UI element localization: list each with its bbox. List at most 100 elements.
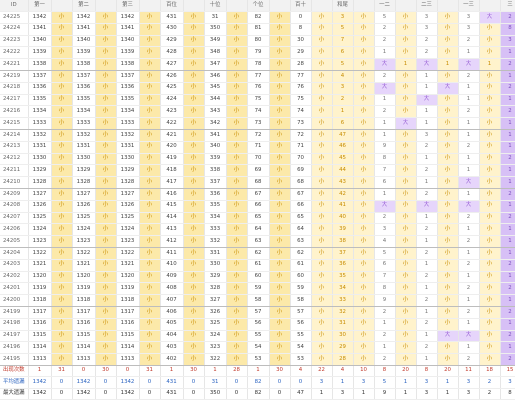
header-cell[interactable] [95,0,117,12]
table-cell: 小 [395,164,417,178]
table-row[interactable]: 24212 1330 小 1330 小 1330 小 419 小 339 小 70 小 70 小 45 小 8 小 1… [0,153,515,166]
header-cell[interactable] [139,0,161,12]
table-cell: 小 [226,82,248,95]
table-row[interactable]: 24204 1322 小 1322 小 1322 小 411 小 331 小 62 小 62 小 37 小 5 小 2… [0,247,515,260]
header-cell[interactable]: 第一 [28,0,52,12]
header-cell[interactable]: 一三 [458,0,480,12]
table-row[interactable]: 24225 1342 小 1342 小 1342 小 431 小 31 小 82 小 0 小 3 小 5 小 3 小 3 大… [0,11,515,24]
table-row[interactable]: 24202 1320 小 1320 小 1320 小 409 小 329 小 60 小 60 小 35 小 7 小 2… [0,271,515,284]
table-row[interactable]: 24197 1315 小 1315 小 1315 小 404 小 324 小 55 小 55 小 30 小 2 小 1… [0,330,515,343]
table-cell: 大 [479,11,501,24]
header-cell[interactable]: 百位 [160,0,184,12]
table-cell: 2 [416,271,438,284]
table-row[interactable]: 24209 1327 小 1327 小 1327 小 416 小 336 小 67 小 67 小 42 小 1 小 2… [0,188,515,201]
table-row[interactable]: 24219 1337 小 1337 小 1337 小 426 小 346 小 77 小 77 小 4 小 2 小 1 小… [0,70,515,83]
table-cell: 1333 [28,117,52,130]
header-cell[interactable]: 个位 [247,0,270,12]
table-cell: 1 [374,46,396,60]
table-cell: 1 [500,129,515,142]
table-cell: 大 [395,117,417,130]
table-cell: 55 [247,330,270,343]
table-cell: 小 [51,294,73,307]
table-row[interactable]: 24214 1332 小 1332 小 1332 小 421 小 341 小 72 小 72 小 47 小 1 小 3… [0,129,515,142]
table-cell: 小 [311,200,333,213]
table-row[interactable]: 24207 1325 小 1325 小 1325 小 414 小 334 小 65 小 65 小 40 小 2 小 1… [0,212,515,225]
table-cell: 44 [332,164,354,178]
table-cell: 小 [226,294,248,307]
table-row[interactable]: 24217 1335 小 1335 小 1335 小 424 小 344 小 75 小 75 小 2 小 1 小大小… [0,94,515,107]
header-cell[interactable] [437,0,459,12]
table-row[interactable]: 24199 1317 小 1317 小 1317 小 406 小 326 小 57 小 57 小 32 小 2 小 1… [0,306,515,319]
table-cell: 小 [269,353,291,366]
table-cell: 1 [500,318,515,331]
table-cell: 1 [458,223,480,237]
table-row[interactable]: 24223 1340 小 1340 小 1340 小 429 小 349 小 80 小 30 小 7 小 2 小 2 小… [0,35,515,48]
header-cell[interactable] [51,0,73,12]
header-cell[interactable] [395,0,417,12]
table-row[interactable]: 24203 1321 小 1321 小 1321 小 410 小 330 小 61 小 61 小 36 小 6 小 1… [0,259,515,272]
table-cell: 1335 [72,94,96,107]
header-cell[interactable]: 三 [500,0,515,12]
table-cell: 小 [183,223,205,237]
stats-cell: 20 [437,365,459,378]
table-row[interactable]: 24206 1324 小 1324 小 1324 小 413 小 333 小 64 小 64 小 39 小 3 小 2… [0,223,515,237]
table-row[interactable]: 24216 1334 小 1334 小 1334 小 423 小 343 小 74 小 74 小 1 小 2 小 1 小… [0,105,515,119]
table-cell: 大 [416,58,438,71]
table-row[interactable]: 24208 1326 小 1326 小 1326 小 415 小 335 小 66 小 66 小 41 小大小大… [0,200,515,213]
stats-cell: 1342 [72,388,96,400]
header-cell[interactable] [226,0,248,12]
table-row[interactable]: 24195 1313 小 1313 小 1313 小 402 小 322 小 53 小 53 小 28 小 2 小 1… [0,353,515,366]
header-cell[interactable]: 第三 [116,0,140,12]
table-row[interactable]: 24198 1316 小 1316 小 1316 小 405 小 325 小 56 小 56 小 31 小 1 小 2… [0,318,515,331]
table-cell: 1334 [28,105,52,119]
header-cell[interactable]: 第二 [72,0,96,12]
table-cell: 小 [353,341,375,355]
stats-cell: 0 [226,388,248,400]
table-row[interactable]: 24221 1338 小 1338 小 1338 小 427 小 347 小 78 小 28 小 5 小大 1 大 1… [0,58,515,71]
table-row[interactable]: 24213 1331 小 1331 小 1331 小 420 小 340 小 71 小 71 小 46 小 9 小 2… [0,141,515,154]
stats-cell: 22 [311,365,333,378]
header-cell[interactable] [353,0,375,12]
table-cell: 1329 [28,164,52,178]
table-row[interactable]: 24196 1314 小 1314 小 1314 小 403 小 323 小 54 小 54 小 29 小 1 小 2… [0,341,515,355]
header-cell[interactable]: 二三 [416,0,438,12]
table-cell: 72 [290,129,312,142]
table-row[interactable]: 24222 1339 小 1339 小 1339 小 428 小 348 小 79 小 29 小 6 小 1 小 2 小… [0,46,515,60]
table-row[interactable]: 24211 1329 小 1329 小 1329 小 418 小 338 小 69 小 69 小 44 小 7 小 2… [0,164,515,178]
table-cell: 37 [332,247,354,260]
table-row[interactable]: 24201 1319 小 1319 小 1319 小 408 小 328 小 59 小 59 小 34 小 8 小 1… [0,282,515,296]
table-cell: 79 [247,46,270,60]
table-cell: 小 [139,294,161,307]
table-row[interactable]: 24215 1333 小 1333 小 1333 小 422 小 342 小 73 小 73 小 6 小 1 大 1 小… [0,117,515,130]
header-cell[interactable] [479,0,501,12]
table-cell: 小 [311,176,333,189]
header-cell[interactable]: 和尾 [332,0,354,12]
table-row[interactable]: 24200 1318 小 1318 小 1318 小 407 小 327 小 58 小 58 小 33 小 9 小 2… [0,294,515,307]
table-cell: 小 [395,318,417,331]
table-row[interactable]: 24210 1328 小 1328 小 1328 小 417 小 337 小 68 小 68 小 43 小 6 小 1… [0,176,515,189]
table-cell: 小 [183,164,205,178]
header-cell[interactable] [311,0,333,12]
table-cell: 9 [374,294,396,307]
table-cell: 7 [374,271,396,284]
table-cell: 3 [458,23,480,36]
table-cell: 小 [226,212,248,225]
table-cell: 2 [374,105,396,119]
table-cell: 小 [479,282,501,296]
header-cell[interactable]: 一二 [374,0,396,12]
header-cell[interactable]: 百十 [290,0,312,12]
table-row[interactable]: 24205 1323 小 1323 小 1323 小 412 小 332 小 63 小 63 小 38 小 4 小 1… [0,235,515,248]
table-cell: 小 [139,235,161,248]
stats-cell: 3 [416,388,438,400]
table-cell: 7 [374,164,396,178]
header-cell[interactable] [183,0,205,12]
table-cell: 小 [95,82,117,95]
table-cell: 小 [437,235,459,248]
header-cell[interactable] [269,0,291,12]
table-cell: 小 [95,153,117,166]
table-cell: 1331 [28,141,52,154]
table-row[interactable]: 24224 1341 小 1341 小 1341 小 430 小 350 小 81 小 8 小 5 小 2 小 3 小 3… [0,23,515,36]
header-id[interactable]: ID [0,0,29,12]
table-row[interactable]: 24218 1336 小 1336 小 1336 小 425 小 345 小 76 小 76 小 3 小大小 1 大… [0,82,515,95]
header-cell[interactable]: 十位 [204,0,227,12]
